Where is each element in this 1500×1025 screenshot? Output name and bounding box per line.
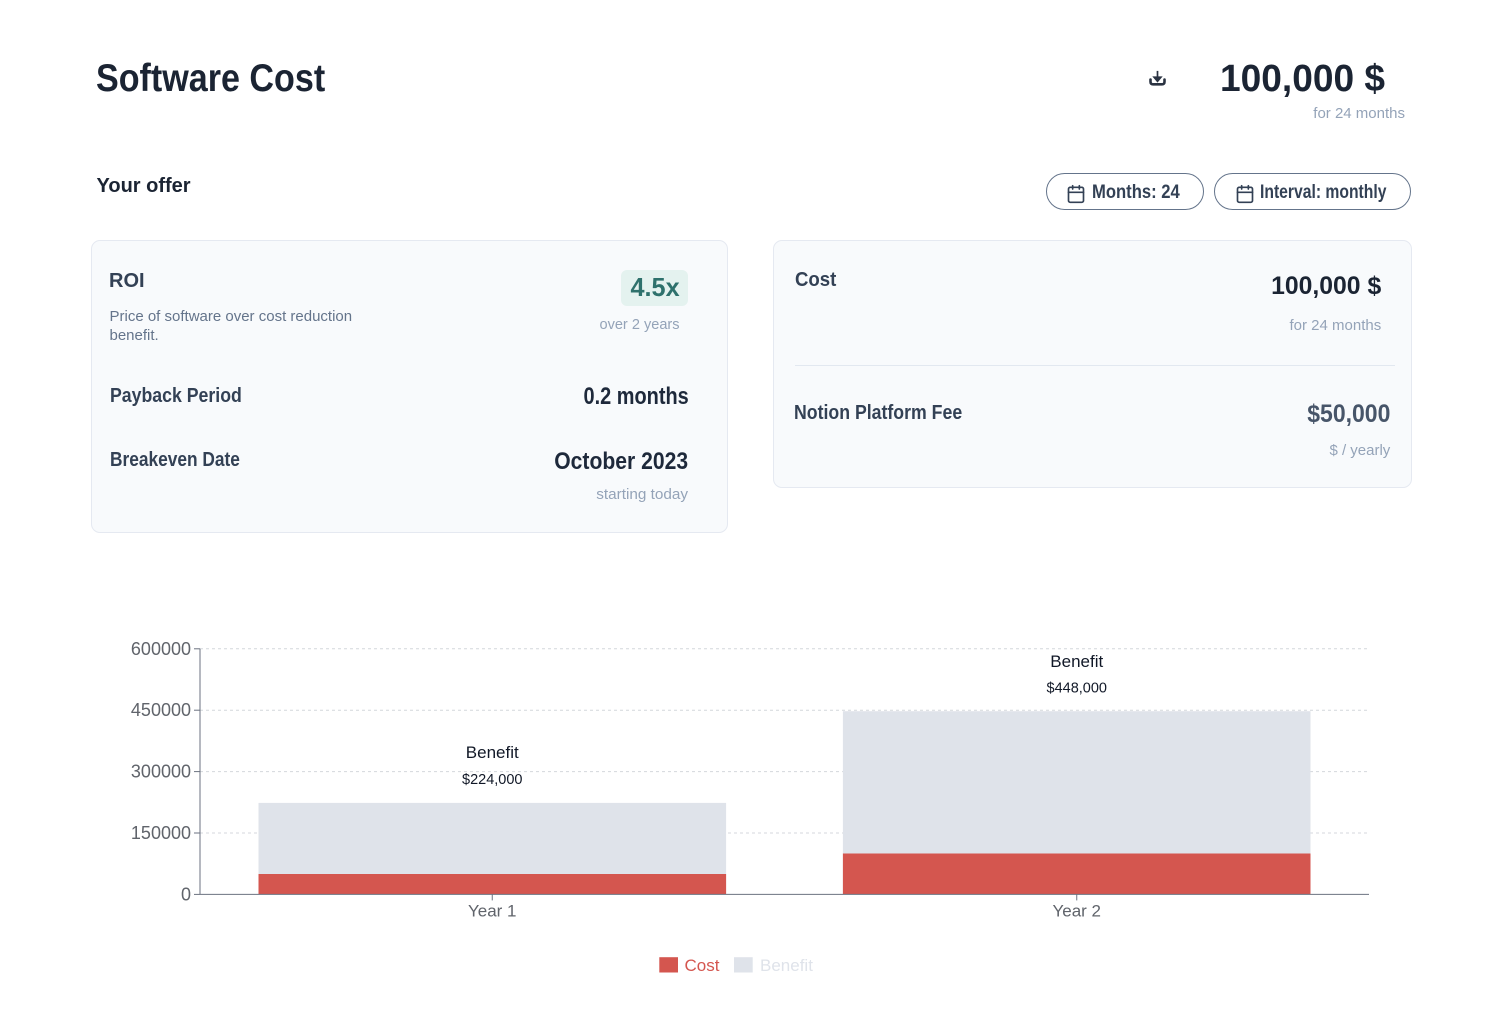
svg-text:Year 1: Year 1 bbox=[468, 902, 517, 921]
svg-text:0: 0 bbox=[181, 884, 191, 904]
svg-text:Year 2: Year 2 bbox=[1052, 902, 1101, 921]
svg-text:$224,000: $224,000 bbox=[462, 772, 522, 788]
svg-text:450000: 450000 bbox=[131, 700, 191, 720]
svg-text:Benefit: Benefit bbox=[1050, 652, 1103, 671]
svg-text:Benefit: Benefit bbox=[760, 956, 813, 975]
svg-text:$448,000: $448,000 bbox=[1047, 681, 1107, 697]
svg-text:600000: 600000 bbox=[131, 639, 191, 659]
svg-text:Cost: Cost bbox=[685, 956, 720, 975]
svg-text:150000: 150000 bbox=[131, 823, 191, 843]
svg-text:Benefit: Benefit bbox=[466, 743, 519, 762]
svg-text:300000: 300000 bbox=[131, 762, 191, 782]
